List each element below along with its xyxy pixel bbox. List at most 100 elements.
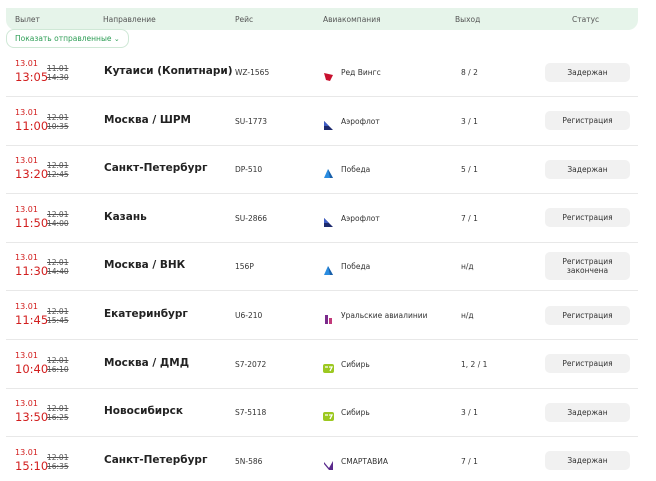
status-badge: Регистрация	[545, 111, 630, 131]
old-date: 12.01	[47, 452, 69, 462]
airline: Аэрофлот	[341, 213, 380, 223]
status-badge: Регистрация	[545, 354, 630, 374]
table-header	[6, 8, 638, 30]
status-badge: Регистрация	[545, 305, 630, 325]
old-date: 12.01	[47, 307, 69, 316]
date: 13.01	[15, 59, 38, 68]
status-badge: Задержан	[545, 451, 630, 471]
old-date: 12.01	[47, 258, 69, 268]
column-header: Вылет	[15, 15, 40, 24]
gate: 3 / 1	[461, 408, 478, 418]
gate: 3 / 1	[461, 116, 478, 126]
date: 13.01	[15, 253, 38, 263]
status-badge: Регистрация	[545, 208, 630, 228]
airline-logo	[323, 407, 334, 422]
column-header: Авиакомпания	[323, 15, 381, 24]
airline-logo	[323, 359, 334, 373]
time: 15:10	[15, 458, 49, 473]
gate: 7 / 1	[461, 213, 478, 223]
destination[interactable]: Казань	[104, 210, 147, 223]
airline: Сибирь	[341, 359, 370, 369]
date: 13.01	[15, 204, 38, 214]
date: 13.01	[15, 302, 38, 311]
row-separator	[6, 436, 638, 438]
status-badge: Задержан	[545, 402, 630, 422]
status-badge: Регистрация закончена	[545, 252, 630, 281]
flight-number: SU-1773	[235, 116, 268, 126]
row-separator	[6, 241, 638, 243]
button-label: Показать отправленные	[15, 34, 112, 43]
flight-number: S7-2072	[235, 359, 267, 369]
flight-number: 156P	[235, 262, 254, 272]
gate: н/д	[461, 311, 474, 320]
time: 11:30	[15, 264, 49, 279]
airline-logo	[323, 310, 334, 324]
airline: Сибирь	[341, 408, 370, 418]
old-date: 12.01	[47, 161, 69, 171]
flight-number: SU-2866	[235, 213, 268, 223]
old-date: 11.01	[47, 64, 69, 73]
column-header: Направление	[103, 15, 156, 24]
status-badge: Задержан	[545, 62, 630, 82]
airline-logo	[323, 213, 334, 227]
status-badge: Задержан	[545, 159, 630, 179]
old-time: 14:00	[47, 218, 69, 228]
airline-logo	[323, 164, 334, 179]
airline-logo	[323, 456, 334, 470]
row-separator	[6, 387, 638, 389]
time: 13:05	[15, 70, 49, 84]
old-time: 14:40	[47, 267, 69, 277]
airline: СМАРТАВИА	[341, 456, 388, 466]
time: 13:50	[15, 410, 49, 425]
date: 13.01	[15, 350, 38, 360]
destination[interactable]: Новосибирск	[104, 405, 183, 418]
old-date: 12.01	[47, 112, 69, 122]
destination[interactable]: Москва / ДМД	[104, 356, 190, 369]
airline-logo	[323, 67, 334, 81]
airline: Ред Вингс	[341, 68, 381, 77]
date: 13.01	[15, 107, 38, 117]
row-separator	[6, 144, 638, 146]
destination[interactable]: Москва / ВНК	[104, 259, 186, 272]
time: 11:50	[15, 215, 49, 230]
destination[interactable]: Кутаиси (Копитнари)	[104, 65, 233, 77]
old-time: 10:35	[47, 121, 69, 131]
old-time: 16:10	[47, 364, 69, 374]
old-time: 14:30	[47, 73, 69, 82]
old-date: 12.01	[47, 404, 69, 414]
time: 10:40	[15, 361, 49, 376]
destination[interactable]: Санкт-Петербург	[104, 162, 208, 175]
show-departed-button[interactable]: Показать отправленные ⌄	[6, 29, 129, 48]
date: 13.01	[15, 447, 38, 457]
gate: 7 / 1	[461, 456, 478, 466]
old-date: 12.01	[47, 355, 69, 365]
flight-number: 5N-586	[235, 456, 263, 466]
flight-number: DP-510	[235, 165, 263, 175]
time: 11:00	[15, 118, 49, 133]
old-time: 12:45	[47, 170, 69, 180]
row-separator	[6, 339, 638, 340]
gate: 8 / 2	[461, 68, 478, 77]
row-separator	[6, 193, 638, 195]
row-separator	[6, 290, 638, 292]
airline: Победа	[341, 165, 371, 175]
old-time: 16:25	[47, 413, 69, 423]
date: 13.01	[15, 156, 38, 166]
old-date: 12.01	[47, 209, 69, 219]
old-time: 16:35	[47, 461, 69, 471]
airline-logo	[323, 261, 334, 276]
airline: Победа	[341, 262, 371, 272]
column-header: Выход	[455, 15, 481, 24]
gate: н/д	[461, 262, 474, 272]
destination[interactable]: Екатеринбург	[104, 308, 188, 320]
old-time: 15:45	[47, 316, 69, 325]
airline-logo	[323, 116, 334, 130]
airline: Уральские авиалинии	[341, 311, 428, 320]
destination[interactable]: Санкт-Петербург	[104, 453, 208, 466]
destination[interactable]: Москва / ШРМ	[104, 113, 192, 126]
date: 13.01	[15, 399, 38, 409]
gate: 1, 2 / 1	[461, 359, 488, 369]
flight-number: S7-5118	[235, 408, 267, 418]
airline: Аэрофлот	[341, 116, 380, 126]
